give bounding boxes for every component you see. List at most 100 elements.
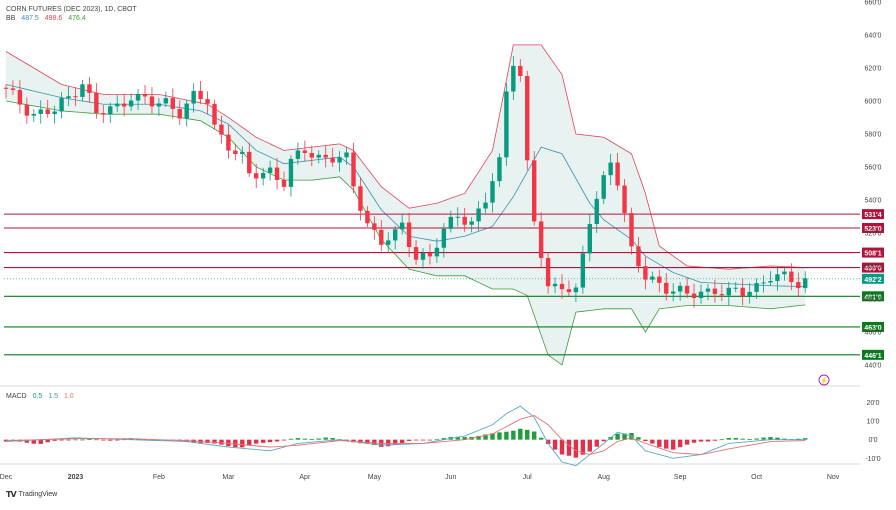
macd-hist-bar-41 — [288, 438, 294, 440]
watermark-label: TradingView — [18, 491, 58, 498]
macd-hist-bar-83 — [580, 439, 586, 455]
lightning-icon — [818, 374, 830, 386]
macd-hist-bar-40 — [281, 439, 287, 441]
candle-body-51 — [358, 186, 363, 211]
tradingview-logo-icon: TV — [6, 490, 17, 499]
macd-hist-bar-10 — [73, 439, 78, 441]
candle-body-112 — [782, 271, 787, 275]
candle-body-29 — [205, 99, 210, 104]
candle-body-79 — [552, 283, 558, 287]
candle-body-37 — [260, 172, 266, 179]
x-tick-label-7: Jul — [523, 474, 532, 481]
macd-hist-bar-75 — [525, 429, 530, 440]
macd-hist-bar-95 — [664, 439, 669, 449]
macd-hist-bar-110 — [768, 437, 773, 440]
candle-body-3 — [24, 104, 30, 116]
watermark[interactable]: TV TradingView — [6, 490, 57, 499]
candle-body-25 — [177, 108, 182, 119]
candle-body-76 — [532, 160, 537, 222]
y-tick-label-2: 480'0 — [865, 296, 882, 303]
candle-body-56 — [393, 229, 398, 241]
candle-body-34 — [240, 151, 245, 154]
macd-hist-bar-97 — [677, 439, 683, 448]
signal-line — [5, 414, 806, 456]
candle-body-2 — [17, 89, 23, 105]
macd-hist-bar-82 — [573, 439, 579, 458]
candle-body-101 — [705, 288, 711, 292]
candle-body-57 — [399, 222, 405, 230]
macd-hist-bar-102 — [712, 439, 718, 441]
candle-body-77 — [538, 221, 544, 259]
macd-hist-bar-7 — [52, 439, 57, 441]
symbol-title: CORN FUTURES (DEC 2023), 1D, CBOT — [6, 6, 141, 13]
candle-body-97 — [677, 285, 683, 292]
x-tick-label-3: Mar — [222, 474, 235, 481]
macd-hist-bar-13 — [94, 439, 99, 441]
macd-hist-bar-103 — [719, 439, 725, 441]
level-tag-1 — [862, 222, 884, 233]
candle-body-102 — [712, 288, 718, 295]
candle-body-15 — [108, 106, 113, 115]
candle-body-86 — [601, 175, 606, 199]
macd-hist-bar-76 — [532, 431, 537, 440]
candle-body-66 — [462, 216, 467, 225]
candle-body-5 — [38, 109, 43, 114]
macd-param-2: 1.5 — [48, 393, 58, 400]
macd-hist-bar-29 — [205, 439, 210, 444]
macd-hist-bar-58 — [406, 439, 412, 441]
macd-hist-bar-84 — [587, 439, 592, 452]
candle-body-50 — [351, 152, 356, 187]
candle-body-17 — [121, 103, 127, 107]
macd-hist-bar-74 — [518, 428, 523, 440]
macd-hist-bar-91 — [636, 437, 641, 440]
level-label-4: 481'6 — [864, 294, 881, 301]
macd-hist-bar-106 — [740, 438, 745, 440]
macd-hist-bar-89 — [622, 433, 627, 440]
macd-hist-bar-105 — [733, 438, 738, 440]
macd-hist-bar-60 — [420, 439, 426, 441]
macd-hist-bar-57 — [399, 439, 405, 444]
candle-body-100 — [698, 291, 704, 299]
candle-body-94 — [657, 276, 662, 283]
candle-body-58 — [406, 222, 412, 248]
macd-hist-bar-63 — [441, 438, 447, 440]
macd-hist-bar-9 — [66, 439, 71, 441]
level-tag-2 — [862, 247, 884, 258]
candle-body-47 — [330, 157, 335, 163]
candle-body-38 — [267, 167, 273, 173]
macd-hist-bar-33 — [233, 439, 238, 448]
candle-body-30 — [212, 103, 217, 125]
macd-hist-bar-16 — [115, 439, 120, 441]
candle-body-107 — [747, 291, 752, 297]
bb-mid-value: 487.5 — [21, 15, 39, 22]
candle-body-14 — [101, 113, 106, 115]
candle-body-88 — [615, 162, 620, 186]
x-tick-label-1: 2023 — [68, 474, 84, 481]
macd-hist-bar-36 — [254, 439, 259, 444]
candle-body-62 — [434, 247, 440, 257]
macd-hist-bar-61 — [427, 439, 433, 441]
candle-body-22 — [156, 103, 162, 107]
bb-legend: BB 487.5 498.6 476.4 — [6, 15, 90, 22]
candle-body-75 — [525, 76, 530, 161]
macd-hist-bar-4 — [31, 439, 36, 444]
candle-body-1 — [10, 88, 16, 90]
macd-line — [5, 405, 806, 467]
macd-hist-bar-112 — [782, 438, 787, 440]
level-tag-4 — [862, 291, 884, 302]
macd-param-3: 1.0 — [63, 393, 74, 400]
last-price-tag — [862, 273, 884, 284]
macd-hist-bar-8 — [59, 439, 64, 441]
macd-hist-bar-37 — [260, 439, 266, 443]
macd-label: MACD — [6, 393, 27, 400]
macd-tick-label-2: 0'0 — [868, 437, 877, 444]
candle-body-46 — [323, 154, 328, 158]
level-label-3: 499'0 — [864, 266, 881, 273]
candle-body-36 — [254, 173, 259, 179]
candle-body-11 — [80, 84, 85, 97]
macd-hist-bar-71 — [497, 432, 502, 440]
candle-body-8 — [59, 98, 64, 112]
level-label-0: 531'4 — [864, 212, 881, 219]
